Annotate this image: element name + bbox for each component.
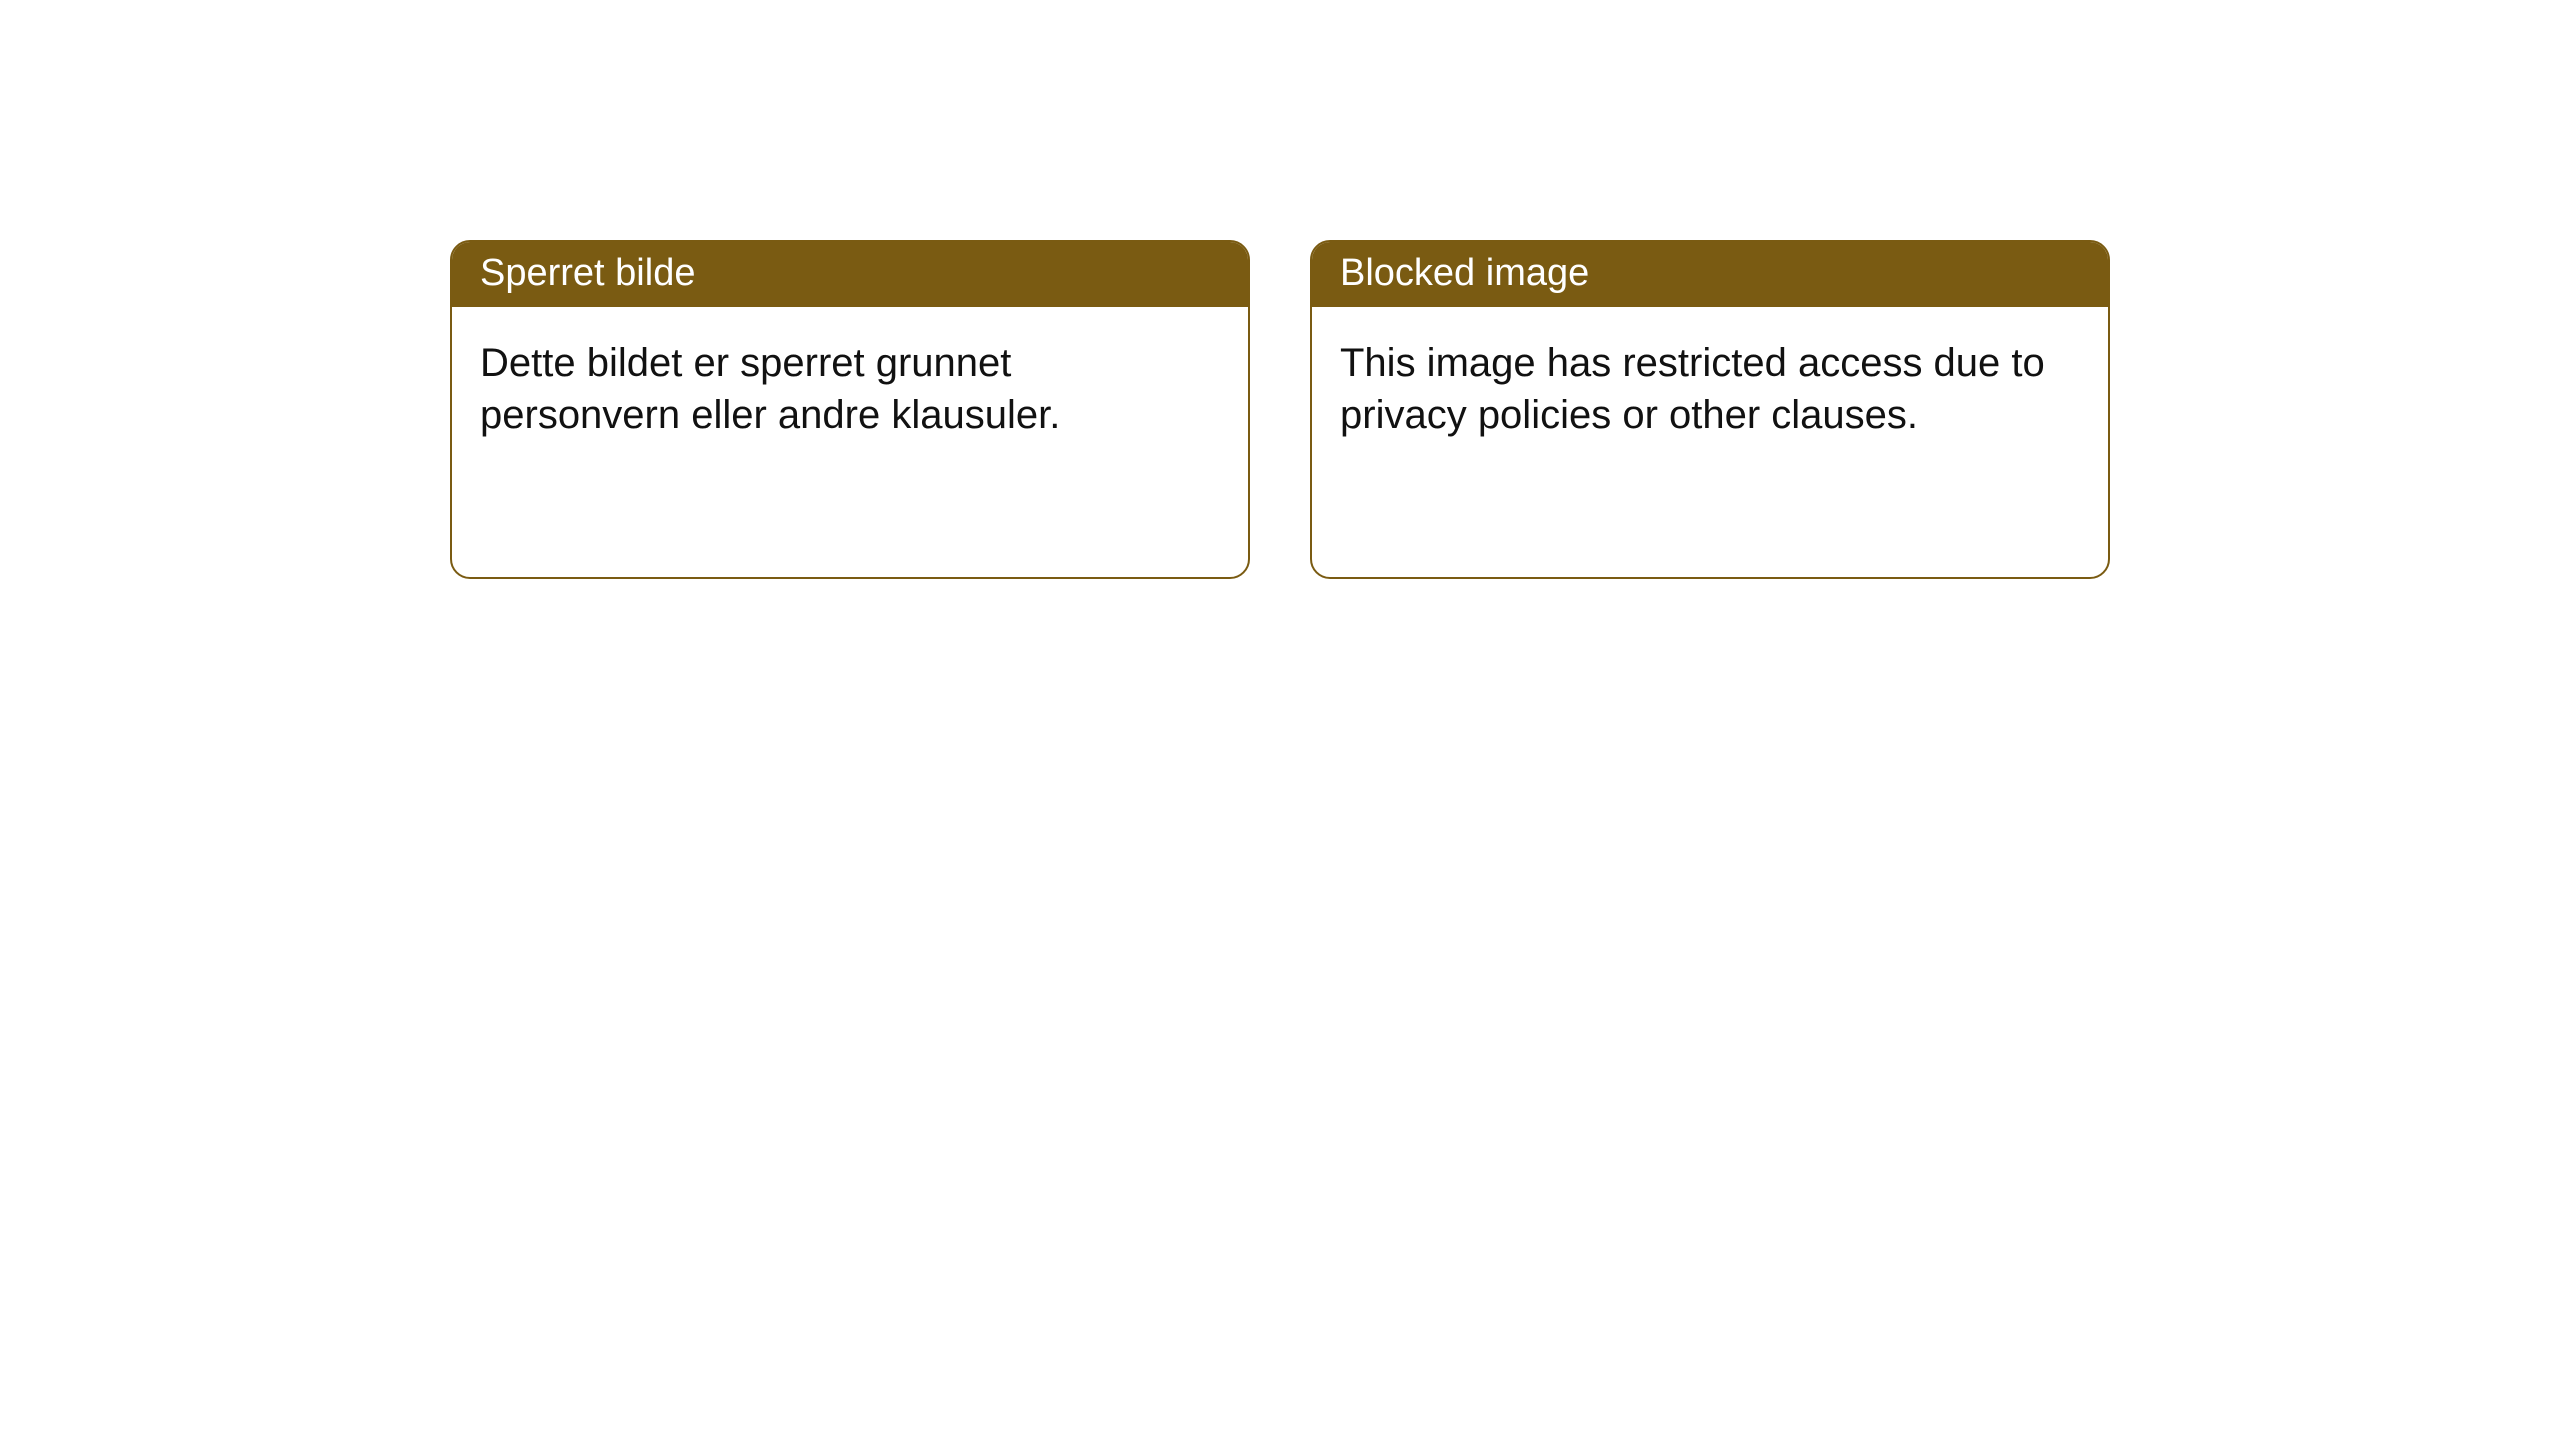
notice-card-title-no: Sperret bilde <box>452 242 1248 307</box>
notice-card-body-en: This image has restricted access due to … <box>1312 307 2108 577</box>
notice-card-body-no: Dette bildet er sperret grunnet personve… <box>452 307 1248 577</box>
notice-card-no: Sperret bilde Dette bildet er sperret gr… <box>450 240 1250 579</box>
notice-cards-row: Sperret bilde Dette bildet er sperret gr… <box>0 0 2560 579</box>
notice-card-en: Blocked image This image has restricted … <box>1310 240 2110 579</box>
notice-card-title-en: Blocked image <box>1312 242 2108 307</box>
